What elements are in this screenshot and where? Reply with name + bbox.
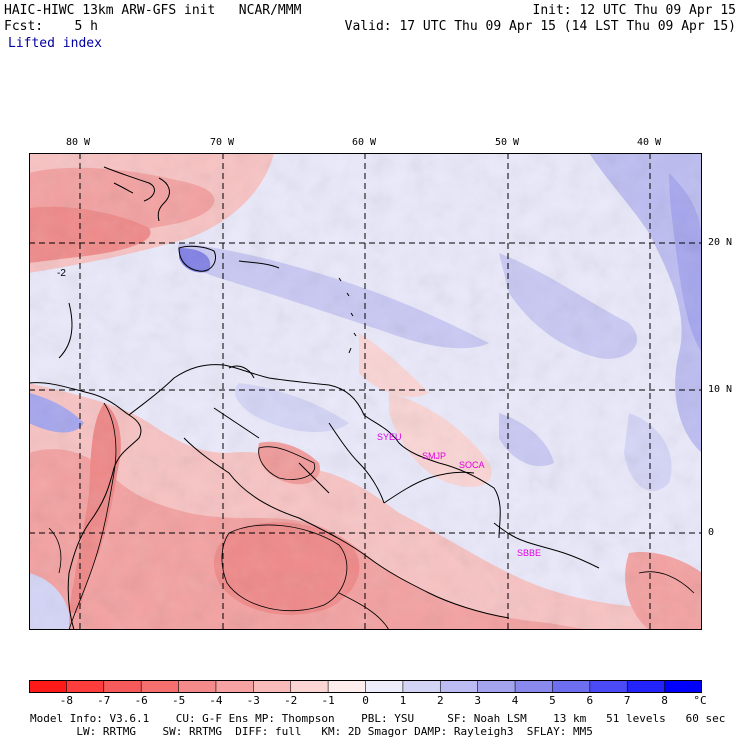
lon-label-60w: 60 W [352, 137, 377, 148]
colorbar-tick-label: 0 [362, 694, 369, 707]
field-name: Lifted index [8, 36, 102, 51]
colorbar [29, 680, 702, 693]
station-markers: SYEU SMJP SOCA SBBE [377, 432, 541, 558]
colorbar-swatch [178, 680, 217, 693]
station-label-soca: SOCA [459, 460, 485, 470]
lat-label-20n: 20 N [708, 237, 733, 248]
colorbar-swatch [215, 680, 254, 693]
colorbar-tick-label: -1 [321, 694, 335, 707]
colorbar-swatch [627, 680, 666, 693]
colorbar-tick-label: -8 [59, 694, 74, 707]
lon-label-40w: 40 W [637, 137, 662, 148]
colorbar-tick-label: 2 [436, 694, 444, 707]
colorbar-swatch [29, 680, 67, 693]
colorbar-tick-label: 8 [661, 694, 668, 707]
colorbar-tick-label: 1 [399, 694, 407, 707]
lon-label-70w: 70 W [210, 137, 235, 148]
model-info-line1: Model Info: V3.6.1 CU: G-F Ens MP: Thomp… [30, 712, 726, 725]
colorbar-tick-label: -6 [134, 694, 148, 707]
colorbar-tick-label: -7 [97, 694, 111, 707]
colorbar-tick-label: -3 [246, 694, 260, 707]
colorbar-tick-label: 5 [549, 694, 556, 707]
station-label-sbbe: SBBE [517, 548, 541, 558]
colorbar-tick-label: -5 [171, 694, 186, 707]
forecast-hour: Fcst: 5 h [4, 19, 98, 34]
product-title: HAIC-HIWC 13km ARW-GFS init NCAR/MMM [4, 3, 302, 18]
colorbar-tick-label: -2 [284, 694, 298, 707]
colorbar-swatch [253, 680, 292, 693]
colorbar-swatch [290, 680, 329, 693]
colorbar-swatch [664, 680, 702, 693]
colorbar-tick-label: 4 [511, 694, 519, 707]
lat-label-eq: 0 [708, 527, 715, 538]
colorbar-swatch [440, 680, 479, 693]
colorbar-unit: °C [693, 694, 707, 707]
contour-lines [48, 402, 695, 630]
valid-time: Valid: 17 UTC Thu 09 Apr 15 (14 LST Thu … [344, 19, 736, 34]
contour-label: -2 [57, 268, 66, 279]
colorbar-tick-label: -4 [209, 694, 223, 707]
colorbar-swatch [328, 680, 366, 693]
colorbar-swatch [515, 680, 553, 693]
colorbar-swatch [477, 680, 516, 693]
colorbar-swatch [589, 680, 628, 693]
grid-lines [29, 153, 702, 630]
colorbar-swatch [66, 680, 105, 693]
colorbar-frame [29, 680, 702, 693]
init-time: Init: 12 UTC Thu 09 Apr 15 [532, 3, 737, 18]
map-frame [29, 153, 702, 630]
station-label-syeu: SYEU [377, 432, 402, 442]
lifted-index-map: -2 SYEU SMJP SOCA SBBE [29, 153, 702, 630]
colorbar-swatch [141, 680, 180, 693]
colorbar-swatch [365, 680, 404, 693]
station-label-smjp: SMJP [422, 451, 446, 461]
colorbar-swatch [103, 680, 142, 693]
colorbar-swatches [29, 680, 702, 693]
lon-label-50w: 50 W [495, 137, 520, 148]
colorbar-swatch [402, 680, 441, 693]
field-texture [29, 153, 702, 630]
lat-label-10n: 10 N [708, 384, 733, 395]
coastlines [29, 166, 600, 630]
model-info-line2: LW: RRTMG SW: RRTMG DIFF: full KM: 2D Sm… [30, 725, 593, 738]
colorbar-tick-label: 6 [586, 694, 594, 707]
colorbar-tick-label: 3 [474, 694, 481, 707]
colorbar-swatch [552, 680, 591, 693]
colorbar-tick-label: 7 [623, 694, 631, 707]
lon-label-80w: 80 W [66, 137, 91, 148]
